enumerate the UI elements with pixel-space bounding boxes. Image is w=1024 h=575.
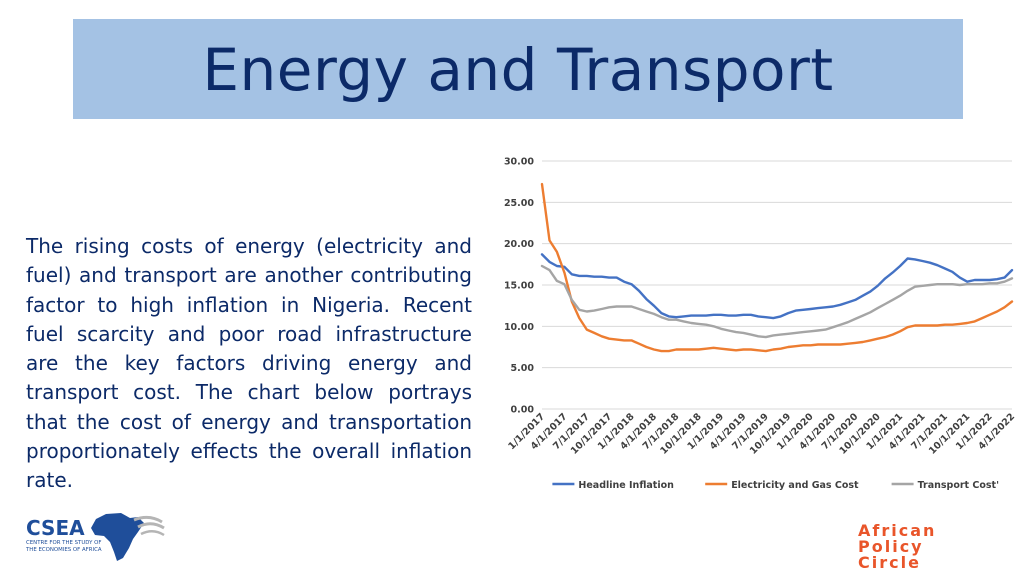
y-tick-label: 25.00 bbox=[504, 198, 534, 209]
series-line bbox=[540, 182, 1014, 353]
y-tick-label: 10.00 bbox=[504, 322, 534, 333]
inflation-line-chart: 0.005.0010.0015.0020.0025.0030.001/1/201… bbox=[504, 157, 1017, 492]
csea-logo: CSEA CENTRE FOR THE STUDY OF THE ECONOMI… bbox=[25, 513, 165, 561]
csea-logo-tagline-2: THE ECONOMIES OF AFRICA bbox=[25, 547, 102, 553]
csea-logo-tagline-1: CENTRE FOR THE STUDY OF bbox=[26, 540, 102, 546]
apc-logo-line-1: African bbox=[858, 521, 937, 540]
y-tick-label: 30.00 bbox=[504, 157, 534, 168]
slide-title: Energy and Transport bbox=[202, 36, 834, 104]
apc-logo-line-3: Circle bbox=[858, 553, 921, 572]
y-tick-label: 0.00 bbox=[511, 405, 535, 416]
body-paragraph: The rising costs of energy (electricity … bbox=[26, 234, 472, 493]
series-line bbox=[540, 253, 1014, 320]
y-tick-label: 5.00 bbox=[511, 363, 535, 374]
csea-logo-name: CSEA bbox=[26, 516, 85, 540]
y-tick-label: 15.00 bbox=[504, 281, 534, 292]
african-policy-circle-logo: African Policy Circle bbox=[858, 523, 998, 571]
y-tick-label: 20.00 bbox=[504, 239, 534, 250]
title-banner: Energy and Transport bbox=[73, 19, 963, 119]
legend-label: Electricity and Gas Cost bbox=[731, 480, 859, 491]
legend-label: Headline Inflation bbox=[578, 480, 674, 491]
legend-label: Transport Cost' bbox=[918, 480, 999, 491]
apc-logo-line-2: Policy bbox=[858, 537, 924, 556]
csea-africa-map-icon bbox=[91, 513, 165, 561]
series-line bbox=[540, 264, 1014, 339]
